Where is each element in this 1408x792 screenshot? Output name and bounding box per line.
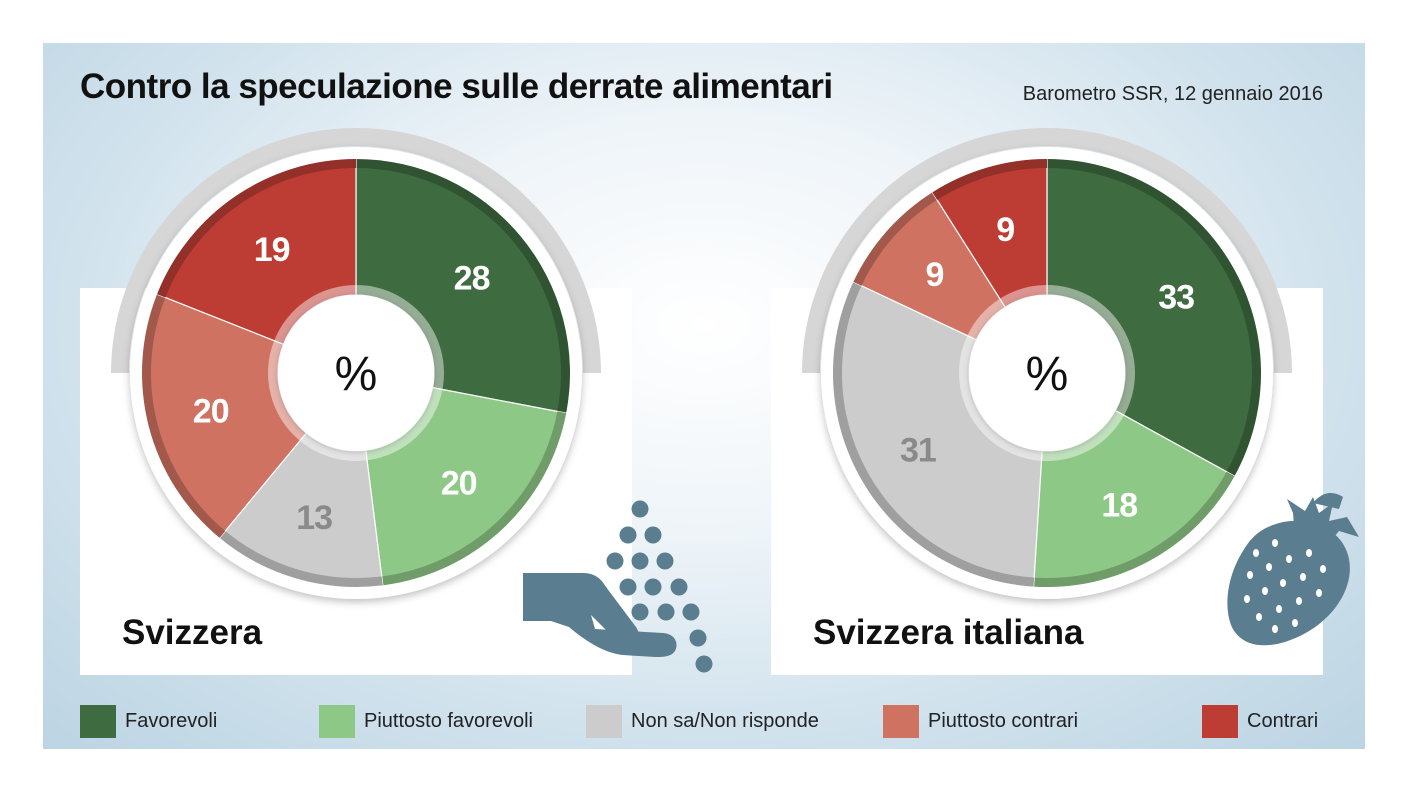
legend-item-2: Piuttosto favorevoli bbox=[319, 703, 533, 739]
slice-inner-rim-3 bbox=[959, 335, 1043, 461]
donut-hole bbox=[278, 295, 434, 451]
slice-inner-rim-1 bbox=[1047, 285, 1135, 416]
donut-chart-svizzera: 28 20 13 20 19% bbox=[111, 128, 601, 599]
data-label-4: 9 bbox=[926, 256, 944, 294]
chart-panel: Contro la speculazione sulle derrate ali… bbox=[43, 43, 1365, 749]
data-label-5: 9 bbox=[996, 211, 1014, 249]
legend-swatch bbox=[319, 704, 355, 738]
slice-inner-rim-5 bbox=[999, 285, 1047, 308]
decorative-arc bbox=[111, 128, 601, 374]
slice-rim-3 bbox=[219, 530, 383, 587]
center-percent-label: % bbox=[1026, 348, 1069, 401]
slice-rim-5 bbox=[932, 159, 1047, 200]
chart-title: Contro la speculazione sulle derrate ali… bbox=[80, 67, 833, 106]
legend-label: Piuttosto favorevoli bbox=[364, 709, 533, 732]
legend-item-5: Contrari bbox=[1202, 703, 1318, 739]
legend-swatch bbox=[586, 704, 622, 738]
slice-inner-rim-2 bbox=[365, 387, 443, 461]
strawberry-icon bbox=[1227, 493, 1359, 646]
legend-label: Favorevoli bbox=[125, 709, 218, 732]
data-label-3: 31 bbox=[900, 431, 936, 469]
hand-with-grain-icon bbox=[523, 500, 713, 673]
slice-inner-rim-3 bbox=[299, 433, 368, 461]
data-label-1: 28 bbox=[454, 259, 490, 297]
legend-label: Non sa/Non risponde bbox=[631, 709, 819, 732]
slice-rim-4 bbox=[853, 192, 938, 286]
slice-rim-2 bbox=[381, 411, 567, 586]
data-label-3: 13 bbox=[296, 499, 332, 537]
slice-rim-1 bbox=[1047, 159, 1261, 477]
donut-charts: 28 20 13 20 19% 33 18 31 9 9% bbox=[111, 128, 1359, 673]
legend-label: Piuttosto contrari bbox=[928, 709, 1079, 732]
slice-rim-2 bbox=[1033, 471, 1235, 587]
data-label-2: 18 bbox=[1101, 486, 1137, 524]
slice-3 bbox=[218, 432, 384, 588]
legend-item-1: Favorevoli bbox=[80, 703, 217, 739]
slice-inner-rim-4 bbox=[967, 298, 1006, 340]
data-label-4: 20 bbox=[193, 392, 229, 430]
data-label-2: 20 bbox=[441, 464, 477, 502]
legend-label: Contrari bbox=[1247, 709, 1319, 732]
legend-swatch bbox=[80, 704, 116, 738]
data-label-1: 33 bbox=[1158, 279, 1194, 317]
slice-rim-4 bbox=[142, 294, 226, 538]
legend: Favorevoli Piuttosto favorevoli Non sa/Non… bbox=[43, 703, 1365, 739]
slice-rim-3 bbox=[832, 281, 1035, 587]
legend-swatch bbox=[1202, 704, 1238, 738]
data-label-5: 19 bbox=[254, 231, 290, 269]
center-percent-label: % bbox=[335, 348, 378, 401]
slice-inner-rim-2 bbox=[1041, 410, 1125, 461]
legend-item-4: Piuttosto contrari bbox=[883, 703, 1078, 739]
chart-source: Barometro SSR, 12 gennaio 2016 bbox=[1022, 83, 1323, 105]
slice-inner-rim-1 bbox=[356, 285, 444, 390]
slice-inner-rim-5 bbox=[274, 285, 356, 345]
slice-inner-rim-4 bbox=[268, 340, 307, 441]
decorative-arc bbox=[802, 128, 1292, 374]
region-label-svizzera-italiana: Svizzera italiana bbox=[813, 613, 1084, 652]
donut-chart-svizzera-italiana: 33 18 31 9 9% bbox=[802, 128, 1292, 599]
slice-rim-5 bbox=[157, 159, 356, 298]
donut-hole bbox=[969, 295, 1125, 451]
legend-item-3: Non sa/Non risponde bbox=[586, 703, 819, 739]
region-label-svizzera: Svizzera bbox=[122, 613, 263, 652]
legend-swatch bbox=[883, 704, 919, 738]
